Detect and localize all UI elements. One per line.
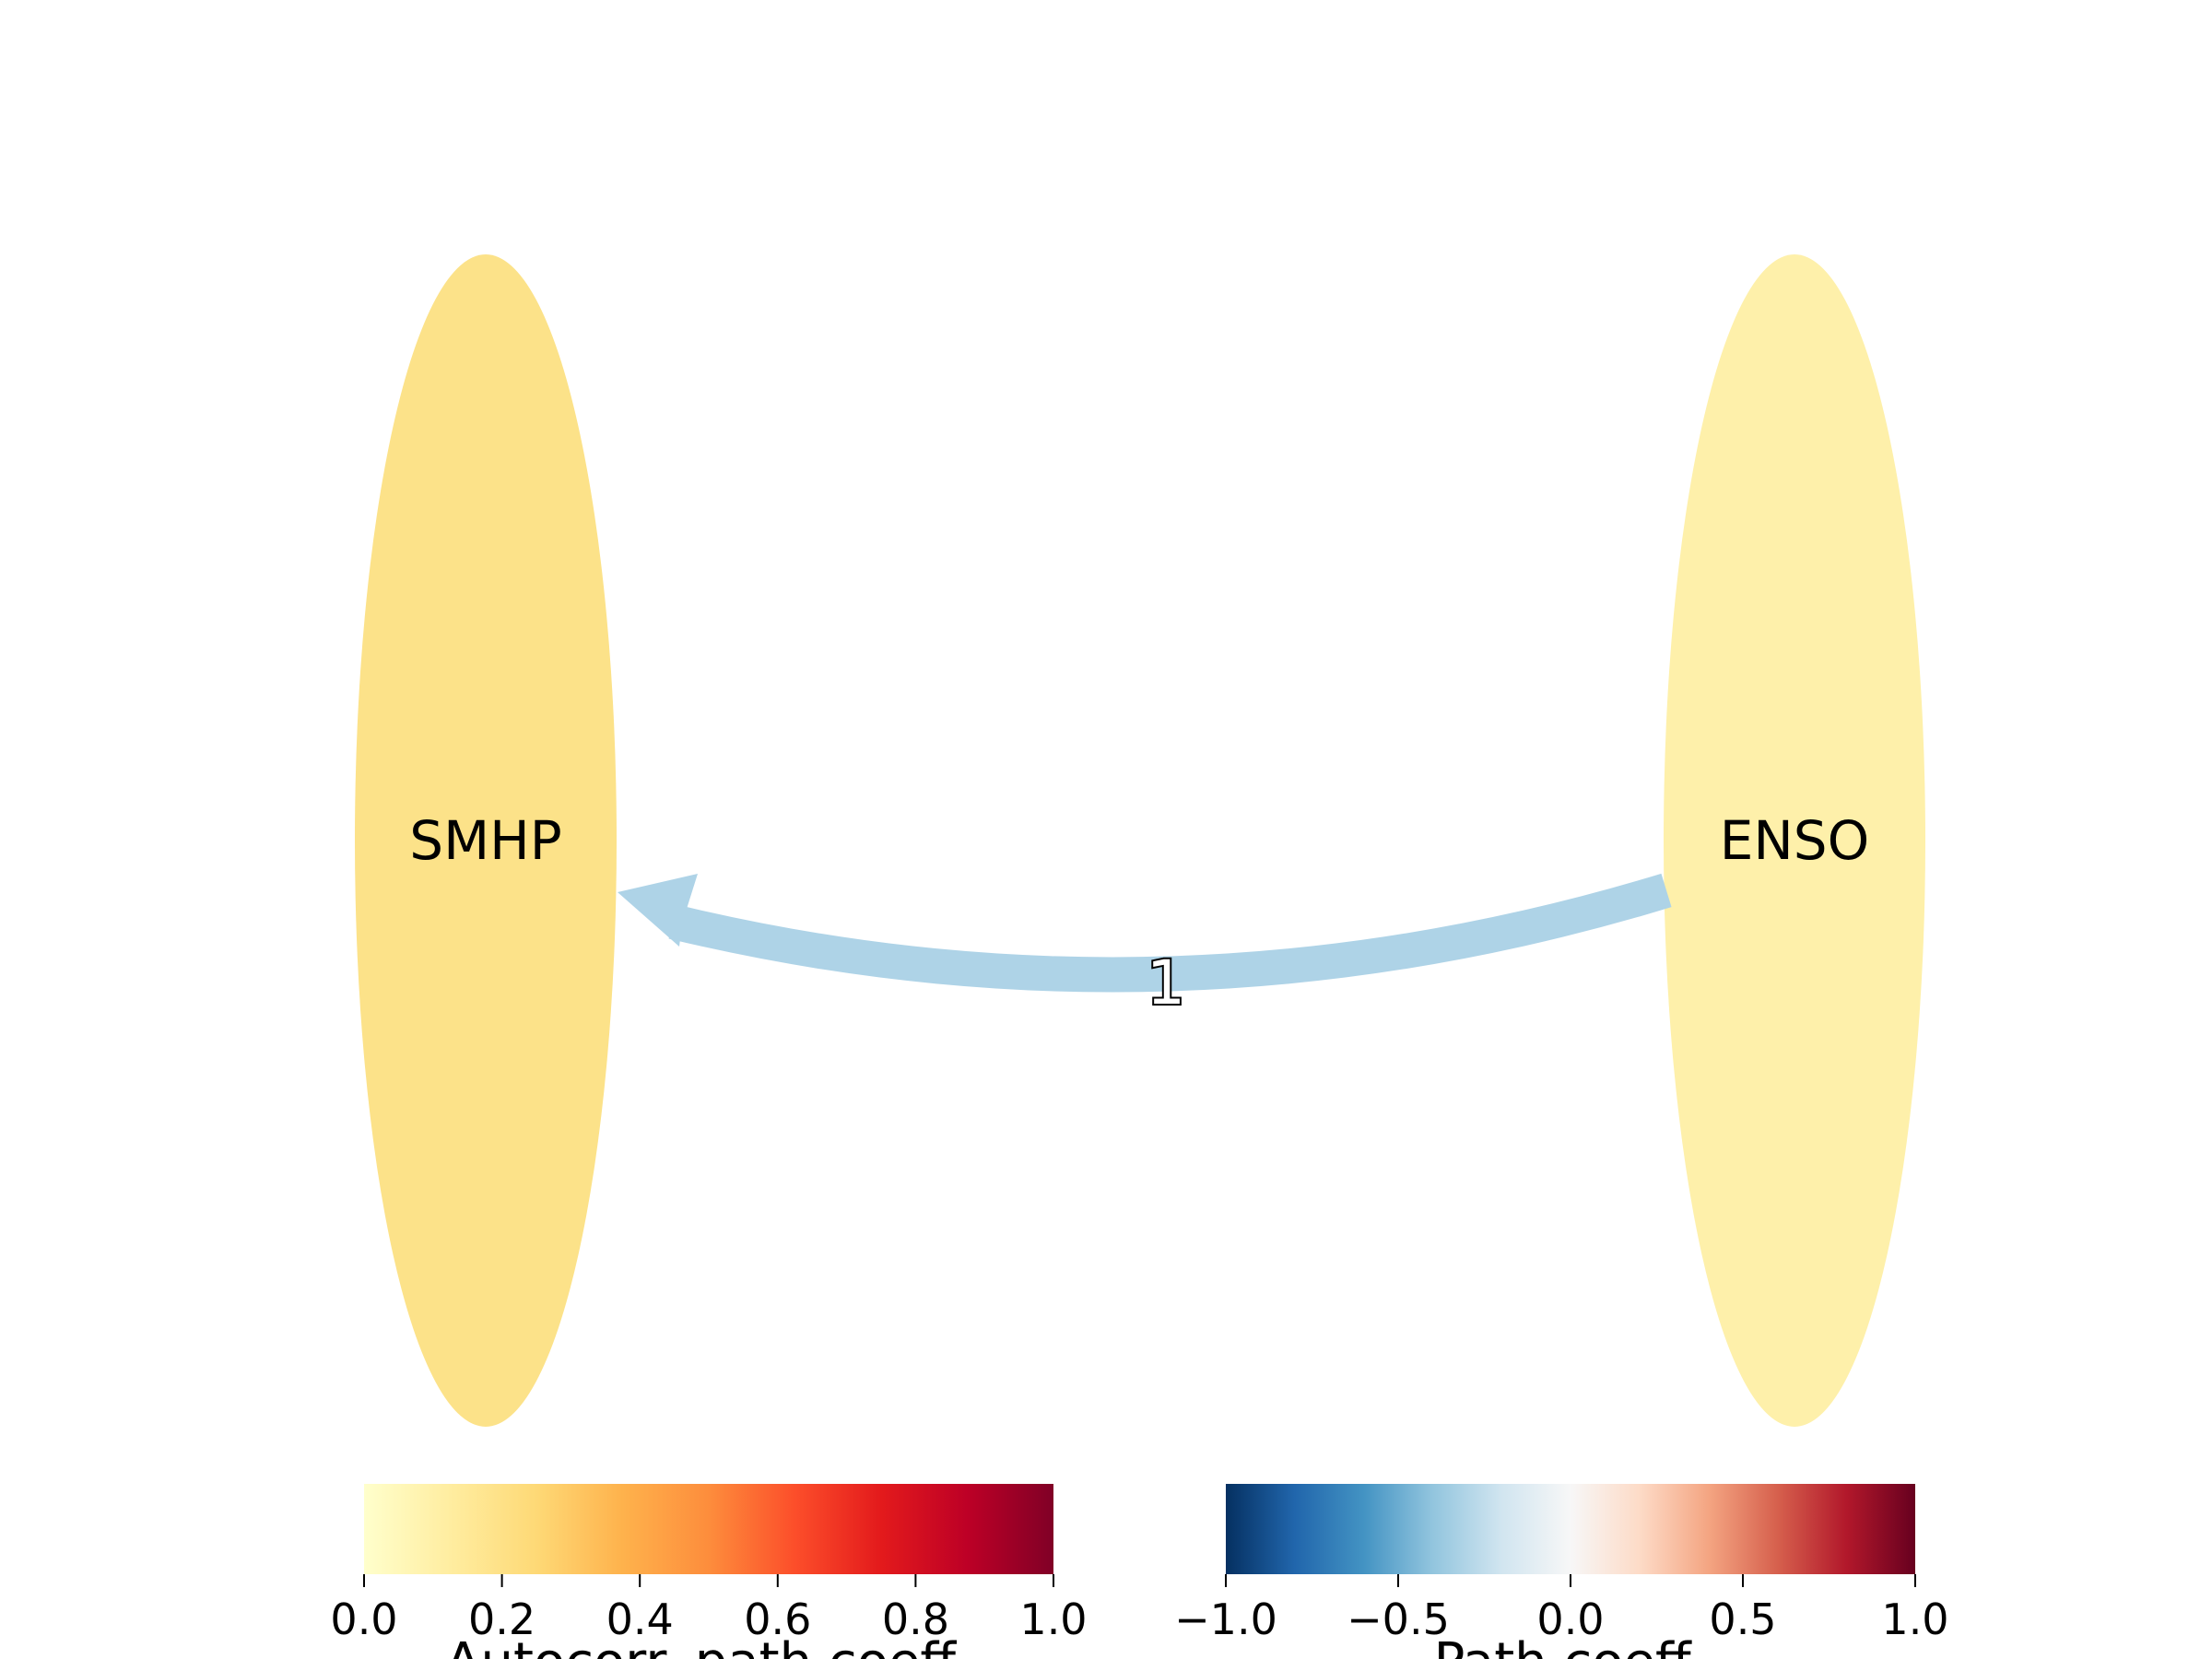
- colorbar-tick-label: 0.0: [1536, 1594, 1604, 1644]
- colorbar-tick-label: 0.6: [744, 1594, 811, 1644]
- colorbar-tick-label: −1.0: [1174, 1594, 1277, 1644]
- colorbar-tick-label: 0.0: [330, 1594, 397, 1644]
- colorbar-autocorr: 0.0 0.2 0.4 0.6 0.8 1.0 Autocorr. path coeff.: [330, 1484, 1088, 1659]
- edge-enso-to-smhp: 1: [618, 873, 1672, 1020]
- colorbar-tick-label: 0.2: [468, 1594, 535, 1644]
- colorbar-tick-label: 0.4: [606, 1594, 674, 1644]
- node-smhp-label: SMHP: [409, 809, 561, 872]
- node-smhp: SMHP: [355, 254, 617, 1427]
- colorbar-path: −1.0 −0.5 0.0 0.5 1.0 Path coeff.: [1174, 1484, 1949, 1659]
- colorbar-autocorr-ticks: 0.0 0.2 0.4 0.6 0.8 1.0: [330, 1574, 1088, 1644]
- colorbar-tick-label: −0.5: [1347, 1594, 1450, 1644]
- node-enso-ellipse: [1664, 254, 1925, 1427]
- colorbar-tick-label: 0.8: [882, 1594, 949, 1644]
- node-smhp-ellipse: [355, 254, 617, 1427]
- node-enso: ENSO: [1664, 254, 1925, 1427]
- colorbar-path-gradient: [1226, 1484, 1915, 1574]
- colorbar-autocorr-label: Autocorr. path coeff.: [445, 1632, 972, 1659]
- colorbar-tick-label: 1.0: [1019, 1594, 1087, 1644]
- colorbar-tick-label: 1.0: [1881, 1594, 1948, 1644]
- node-enso-label: ENSO: [1720, 809, 1870, 872]
- edge-arrow-shaft: [668, 873, 1672, 993]
- edge-arrow-head: [618, 874, 698, 947]
- edge-lag-label: 1: [1147, 947, 1185, 1018]
- colorbar-path-label: Path coeff.: [1434, 1632, 1708, 1659]
- colorbar-tick-label: 0.5: [1709, 1594, 1776, 1644]
- colorbar-autocorr-gradient: [364, 1484, 1053, 1574]
- colorbar-path-ticks: −1.0 −0.5 0.0 0.5 1.0: [1174, 1574, 1949, 1644]
